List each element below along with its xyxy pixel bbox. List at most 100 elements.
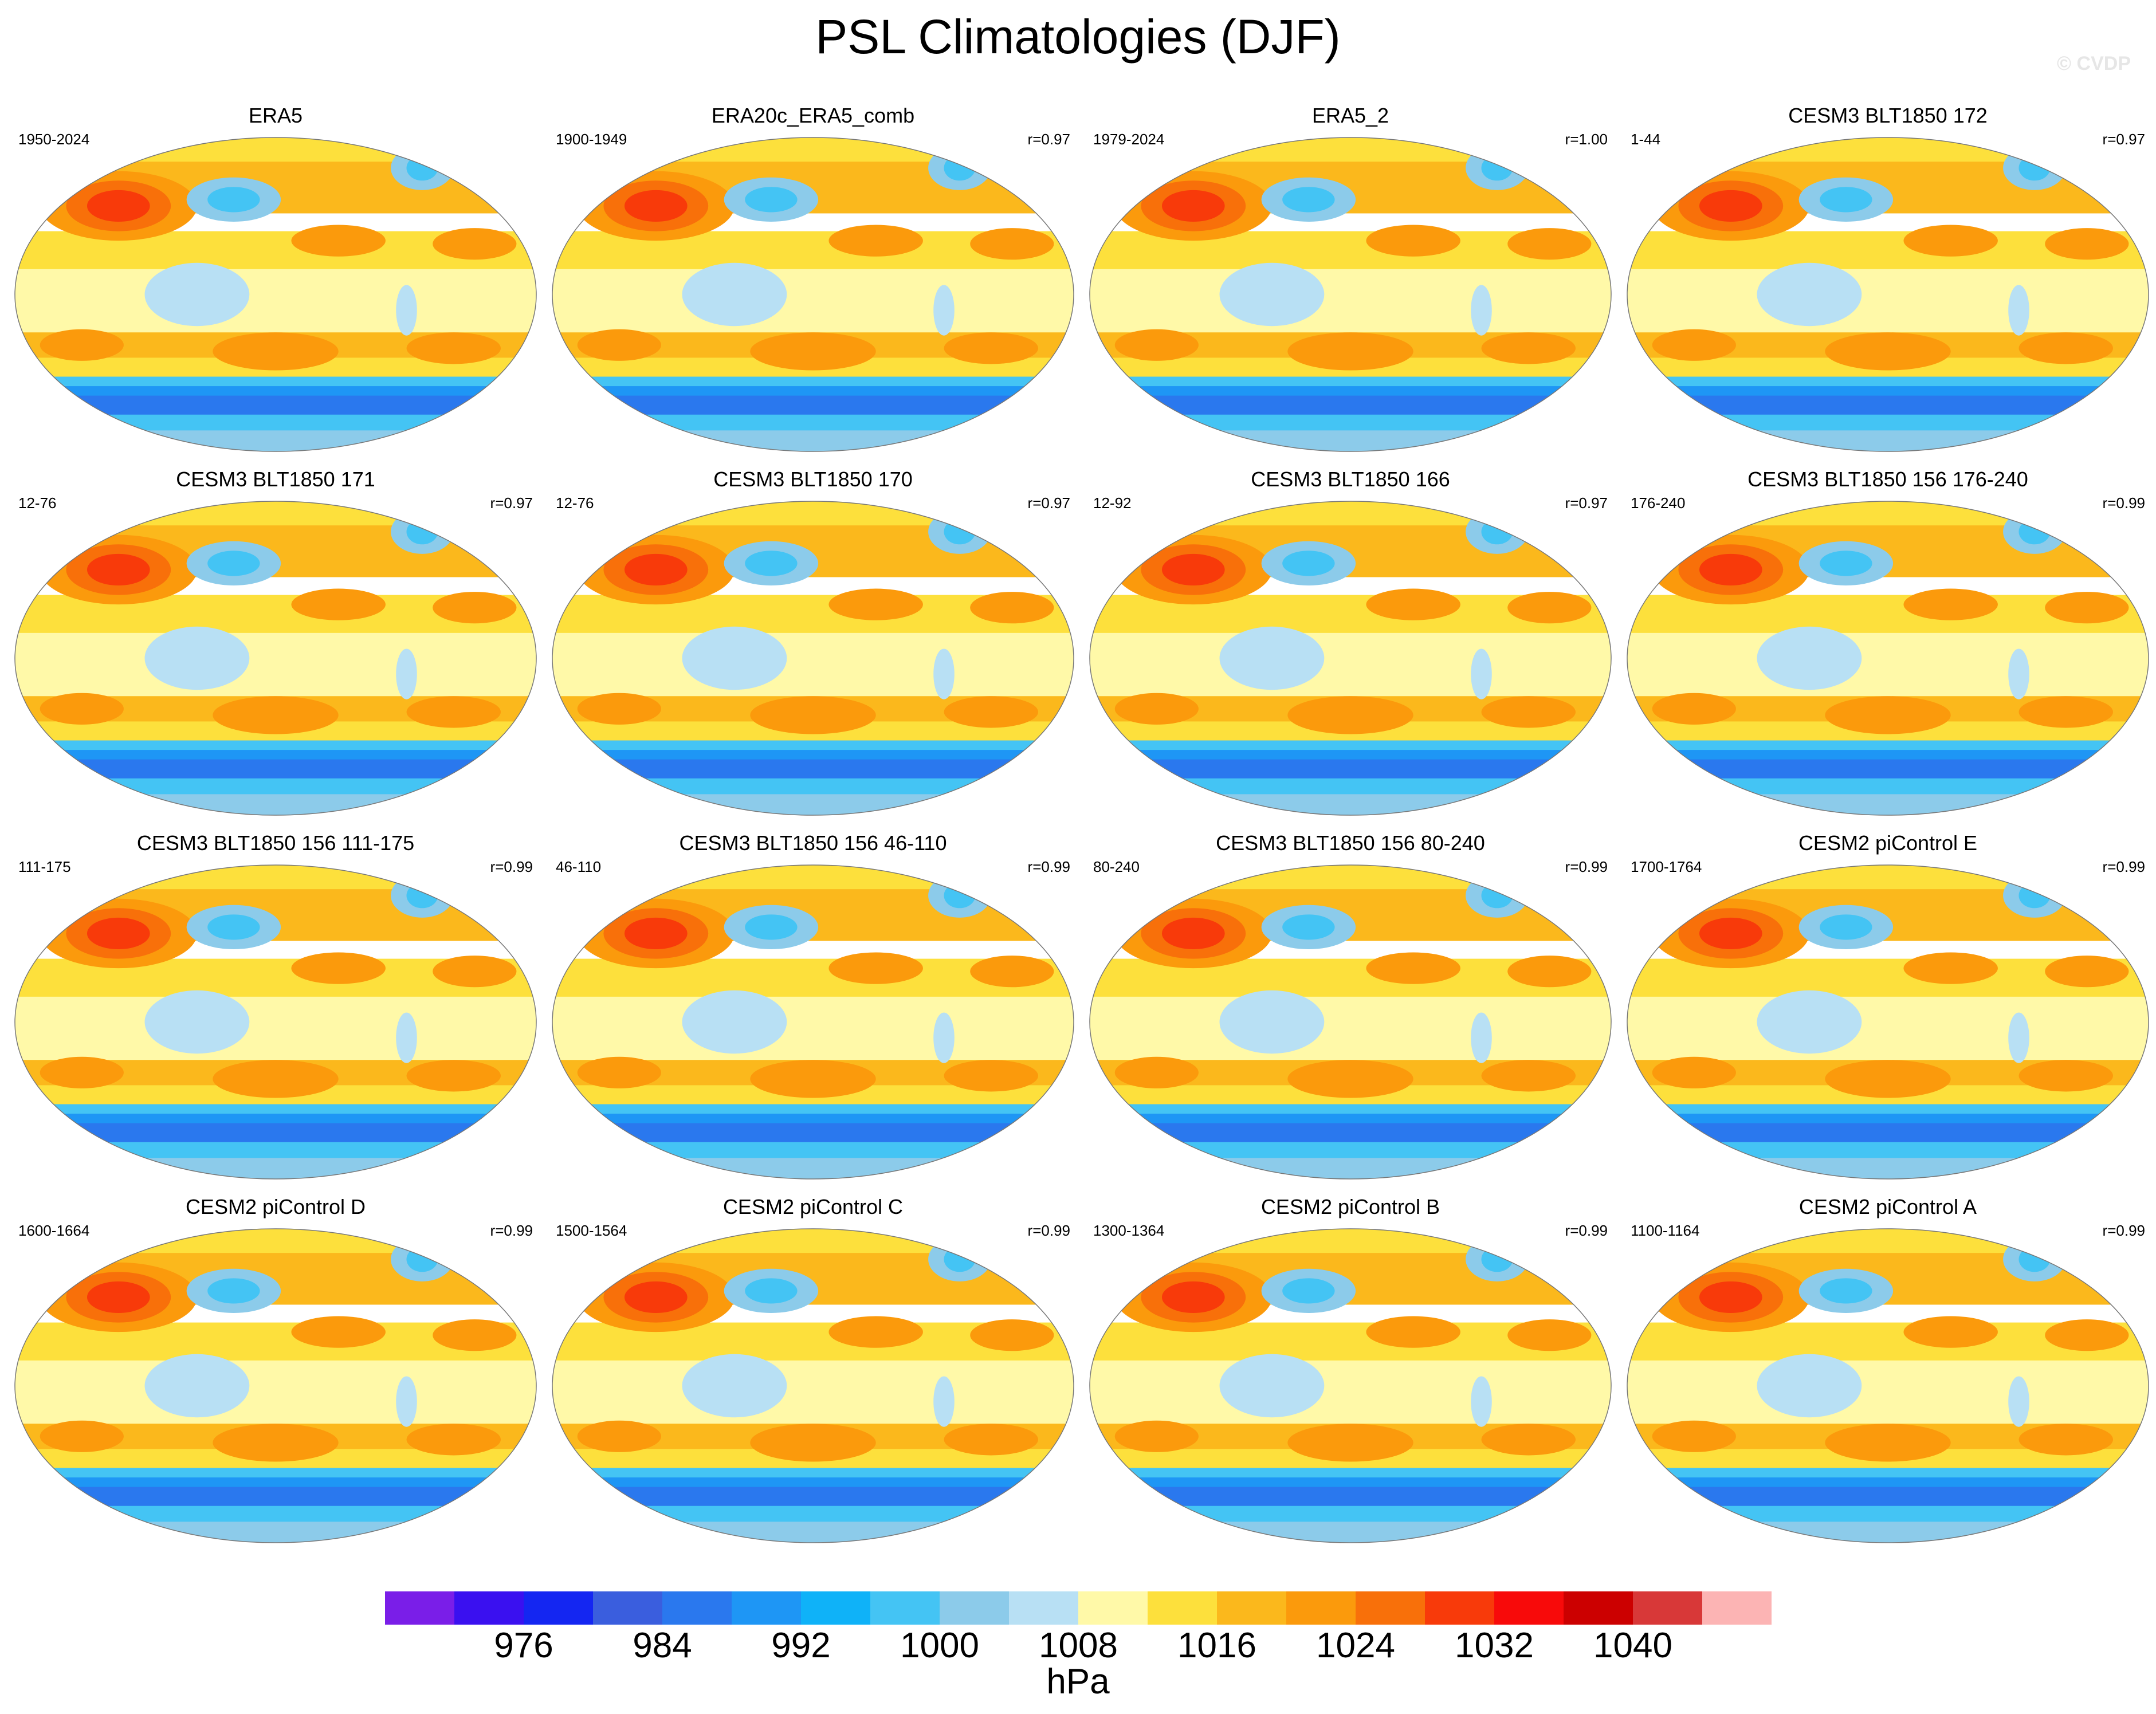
panel-correlation: r=0.99 (490, 858, 533, 875)
panel-title: ERA20c_ERA5_comb (711, 104, 915, 127)
map-panel: ERA20c_ERA5_comb 1900-1949 r=0.97 (544, 103, 1082, 470)
map-panel: CESM2 piControl B 1300-1364 r=0.99 (1082, 1194, 1619, 1561)
panel-correlation: r=0.97 (490, 494, 533, 512)
map-panel: CESM3 BLT1850 156 111-175 111-175 r=0.99 (7, 831, 544, 1197)
panel-title: CESM3 BLT1850 172 (1788, 104, 1988, 127)
psl-map (552, 864, 1074, 1180)
panel-correlation: r=0.99 (1027, 858, 1070, 875)
colorbar-tick-label: 1016 (1177, 1626, 1256, 1665)
psl-map (1089, 864, 1612, 1180)
panel-period: 1100-1164 (1631, 1222, 1700, 1239)
colorbar-swatch (385, 1591, 455, 1625)
psl-map (1627, 501, 2149, 816)
panel-period: 1979-2024 (1093, 131, 1165, 148)
colorbar-swatch (940, 1591, 1010, 1625)
colorbar-swatch (732, 1591, 802, 1625)
panel-correlation: r=0.97 (2102, 131, 2145, 148)
colorbar-swatch (1009, 1591, 1079, 1625)
colorbar-tick-label: 976 (494, 1626, 553, 1665)
psl-map (14, 1228, 537, 1543)
psl-map (552, 137, 1074, 452)
panel-correlation: r=1.00 (1565, 131, 1608, 148)
panel-correlation: r=0.99 (2102, 1222, 2145, 1239)
map-panel: CESM3 BLT1850 170 12-76 r=0.97 (544, 467, 1082, 834)
psl-map (14, 501, 537, 816)
psl-map (1627, 1228, 2149, 1543)
colorbar-swatch (1564, 1591, 1633, 1625)
panel-correlation: r=0.99 (1565, 1222, 1608, 1239)
colorbar-swatch (1217, 1591, 1287, 1625)
panel-correlation: r=0.99 (1565, 858, 1608, 875)
panel-title: CESM2 piControl B (1260, 1195, 1440, 1218)
psl-map (552, 501, 1074, 816)
colorbar-swatch (662, 1591, 732, 1625)
psl-map (1089, 137, 1612, 452)
panel-period: 176-240 (1631, 494, 1686, 512)
psl-map (1627, 137, 2149, 452)
panel-period: 1500-1564 (556, 1222, 627, 1239)
colorbar-tick-label: 1040 (1593, 1626, 1672, 1665)
colorbar-swatch (801, 1591, 871, 1625)
panel-title: CESM3 BLT1850 170 (713, 467, 913, 491)
panel-title: CESM3 BLT1850 156 46-110 (679, 831, 947, 855)
panel-title: CESM3 BLT1850 156 80-240 (1216, 831, 1485, 855)
psl-map (14, 864, 537, 1180)
colorbar (385, 1591, 1772, 1625)
colorbar-swatch (1494, 1591, 1564, 1625)
panel-correlation: r=0.97 (1027, 494, 1070, 512)
panel-period: 1950-2024 (18, 131, 90, 148)
watermark: © CVDP (2057, 53, 2131, 74)
panel-correlation: r=0.97 (1027, 131, 1070, 148)
panel-title: CESM2 piControl D (185, 1195, 366, 1218)
psl-map (552, 1228, 1074, 1543)
colorbar-swatch (524, 1591, 594, 1625)
map-panel: CESM2 piControl C 1500-1564 r=0.99 (544, 1194, 1082, 1561)
colorbar-tick-label: 1024 (1316, 1626, 1395, 1665)
psl-map (14, 137, 537, 452)
map-panel: ERA5 1950-2024 (7, 103, 544, 470)
colorbar-swatch (454, 1591, 524, 1625)
colorbar-swatch (1702, 1591, 1772, 1625)
panel-title: CESM2 piControl E (1798, 831, 1978, 855)
map-panel: CESM2 piControl A 1100-1164 r=0.99 (1619, 1194, 2156, 1561)
panel-title: ERA5_2 (1311, 104, 1389, 127)
panel-correlation: r=0.99 (1027, 1222, 1070, 1239)
panel-title: CESM3 BLT1850 156 111-175 (136, 831, 415, 855)
map-panel: CESM3 BLT1850 166 12-92 r=0.97 (1082, 467, 1619, 834)
map-panel: ERA5_2 1979-2024 r=1.00 (1082, 103, 1619, 470)
psl-map (1089, 1228, 1612, 1543)
map-panel: CESM3 BLT1850 156 176-240 176-240 r=0.99 (1619, 467, 2156, 834)
colorbar-tick-label: 1000 (900, 1626, 979, 1665)
panel-period: 12-76 (556, 494, 594, 512)
colorbar-units: hPa (1046, 1662, 1110, 1701)
panel-correlation: r=0.99 (2102, 858, 2145, 875)
map-panel: CESM3 BLT1850 156 80-240 80-240 r=0.99 (1082, 831, 1619, 1197)
panel-period: 1900-1949 (556, 131, 627, 148)
panel-title: CESM3 BLT1850 171 (176, 467, 375, 491)
panel-correlation: r=0.99 (2102, 494, 2145, 512)
colorbar-swatch (1633, 1591, 1703, 1625)
panel-period: 1700-1764 (1631, 858, 1702, 875)
panel-title: CESM2 piControl A (1798, 1195, 1977, 1218)
panel-period: 12-92 (1093, 494, 1132, 512)
panel-period: 111-175 (18, 858, 71, 875)
panel-period: 46-110 (556, 858, 602, 875)
psl-map (1089, 501, 1612, 816)
map-panel: CESM3 BLT1850 156 46-110 46-110 r=0.99 (544, 831, 1082, 1197)
page-title: PSL Climatologies (DJF) (815, 10, 1341, 64)
colorbar-tick-label: 1008 (1039, 1626, 1118, 1665)
panel-grid: ERA5 1950-2024 ERA20c_ERA5_comb 1900-1949 r=… (7, 103, 2156, 1561)
map-panel: CESM2 piControl D 1600-1664 r=0.99 (7, 1194, 544, 1561)
panel-period: 12-76 (18, 494, 57, 512)
panel-title: CESM2 piControl C (722, 1195, 904, 1218)
colorbar-swatch (593, 1591, 663, 1625)
panel-period: 1-44 (1631, 131, 1661, 148)
psl-map (1627, 864, 2149, 1180)
map-panel: CESM3 BLT1850 172 1-44 r=0.97 (1619, 103, 2156, 470)
map-panel: CESM2 piControl E 1700-1764 r=0.99 (1619, 831, 2156, 1197)
map-panel: CESM3 BLT1850 171 12-76 r=0.97 (7, 467, 544, 834)
colorbar-swatch (1425, 1591, 1495, 1625)
panel-period: 1300-1364 (1093, 1222, 1165, 1239)
colorbar-tick-labels: 976 984 992 1000 1008 1016 1024 1032 1040 (0, 1626, 2156, 1666)
colorbar-swatch (1286, 1591, 1356, 1625)
